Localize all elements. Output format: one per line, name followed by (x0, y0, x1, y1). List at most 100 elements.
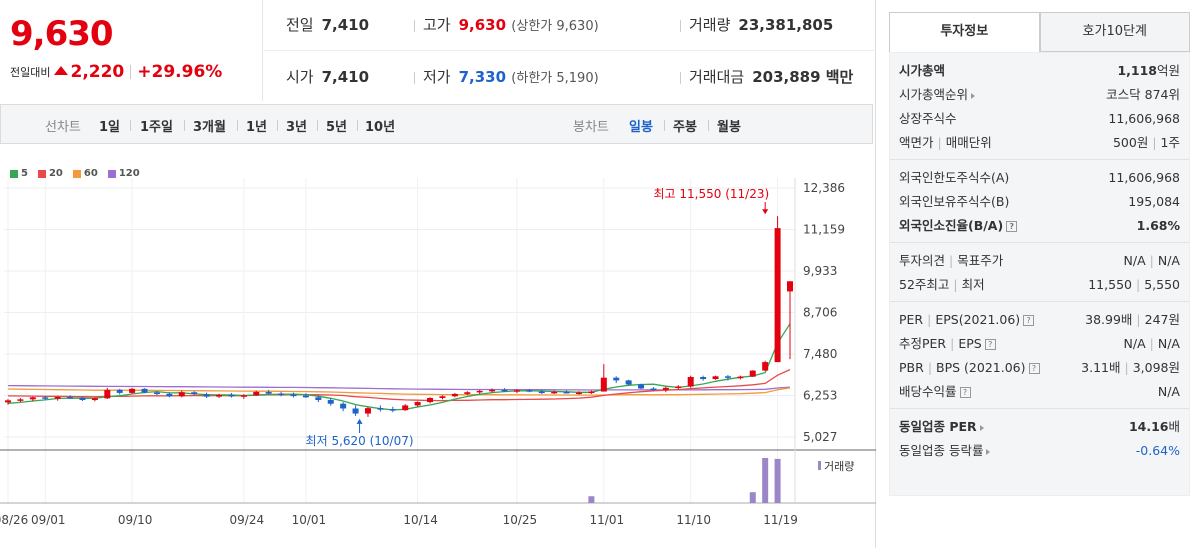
candle-monthly[interactable]: 월봉 (717, 120, 741, 135)
info-key[interactable]: 동일업종 PER (899, 415, 984, 439)
candle-body (377, 408, 384, 410)
help-icon[interactable]: ? (984, 339, 996, 350)
stat-label: 시가 (286, 68, 314, 86)
legend-ma20: 20 (37, 168, 63, 179)
current-price: 9,630 (10, 14, 114, 54)
candle-body (141, 388, 148, 393)
info-key: 추정PER | EPS? (899, 332, 996, 356)
info-value: 14.16배 (1129, 415, 1180, 439)
help-icon[interactable]: ? (1006, 221, 1018, 232)
info-row: 배당수익률? N/A (899, 380, 1180, 404)
divider: | (953, 277, 958, 292)
info-key: 시가총액 (899, 63, 946, 78)
help-icon[interactable]: ? (1028, 363, 1040, 374)
stat-high: 고가 9,630 (상한가 9,630) (414, 14, 599, 35)
divider: | (950, 336, 955, 351)
divider (414, 71, 415, 84)
candle-body (29, 397, 36, 400)
candle-body (700, 377, 707, 380)
period-1w[interactable]: 1주일 (140, 120, 173, 135)
divider: | (927, 312, 932, 327)
candle-weekly[interactable]: 주봉 (673, 120, 697, 135)
candle-body (501, 389, 508, 392)
trade-unit-label: 매매단위 (945, 135, 992, 150)
y-tick-label: 9,933 (803, 264, 837, 278)
candle-body (302, 395, 309, 398)
divider (264, 50, 876, 51)
info-section-sector: 동일업종 PER 14.16배 동일업종 등락률 -0.64% (890, 409, 1189, 467)
divider: | (937, 135, 942, 150)
period-3m[interactable]: 3개월 (193, 120, 226, 135)
candle-body (389, 409, 396, 411)
period-1y[interactable]: 1년 (246, 120, 268, 135)
candle-daily[interactable]: 일봉 (629, 120, 653, 135)
info-value: 1,118억원 (1117, 59, 1180, 83)
period-3y[interactable]: 3년 (286, 120, 308, 135)
period-10y[interactable]: 10년 (365, 120, 396, 135)
period-5y[interactable]: 5년 (326, 120, 348, 135)
info-value: 11,550 | 5,550 (1088, 273, 1180, 297)
ma60-line (7, 387, 791, 396)
est-per-value: N/A (1123, 336, 1146, 351)
chart-toolbar: 선차트 1일 1주일 3개월 1년 3년 5년 10년 봉차트 일봉 주봉 월봉 (0, 104, 873, 144)
w52-low-value: 5,550 (1144, 277, 1180, 292)
candle-body (414, 402, 421, 406)
info-key[interactable]: 동일업종 등락률 (899, 439, 991, 463)
stat-label: 고가 (423, 16, 451, 34)
tab-orderbook[interactable]: 호가10단계 (1039, 12, 1190, 52)
divider: | (1149, 253, 1154, 268)
stat-label: 거래대금 (689, 68, 745, 86)
period-1d[interactable]: 1일 (99, 120, 121, 135)
divider (317, 120, 318, 131)
x-tick-label: 09/10 (118, 513, 153, 527)
volume-bar (762, 458, 769, 503)
y-tick-label: 12,386 (803, 181, 845, 195)
candle-body (489, 389, 496, 392)
candle-body (464, 392, 471, 394)
candle-body (787, 281, 793, 292)
upper-limit: (상한가 9,630) (511, 19, 599, 34)
candle-body (675, 386, 682, 388)
candle-body (166, 393, 173, 397)
legend-ma120: 120 (107, 168, 140, 179)
low-arrow-head (356, 418, 363, 424)
help-icon[interactable]: ? (1023, 315, 1035, 326)
dividend-label: 배당수익률 (899, 384, 957, 399)
stat-label: 저가 (423, 68, 451, 86)
stat-value: 9,630 (458, 16, 507, 34)
stat-value: 203,889 백만 (752, 68, 854, 86)
info-value: 1.68% (1136, 218, 1180, 233)
info-value: 코스닥 874위 (1106, 87, 1180, 102)
candle-body (253, 391, 260, 396)
candle-body (364, 408, 371, 414)
stat-value: 23,381,805 (738, 16, 834, 34)
est-eps-value: N/A (1157, 336, 1180, 351)
info-value: N/A | N/A (1124, 249, 1180, 273)
volume-bar (774, 458, 781, 503)
candle-body (203, 394, 210, 397)
stock-chart[interactable]: 5 20 60 120 12,386 11,159 9,933 8,706 7,480 6… (0, 148, 876, 548)
candle-body (116, 389, 123, 393)
change-percent: +29.96% (137, 62, 223, 82)
info-row: 상장주식수 11,606,968 (899, 107, 1180, 131)
sector-chg-label: 동일업종 등락률 (899, 443, 984, 458)
per-label: PER (899, 312, 924, 327)
info-row: 추정PER | EPS? N/A | N/A (899, 332, 1180, 356)
divider: | (1136, 312, 1141, 327)
candle-body (79, 397, 86, 401)
candle-body (216, 394, 223, 397)
target-label: 목표주가 (957, 253, 1004, 268)
info-row: PER | EPS(2021.06)? 38.99배 | 247원 (899, 308, 1180, 332)
pbr-label: PBR (899, 360, 924, 375)
legend-label: 5 (21, 168, 28, 179)
info-key[interactable]: 시가총액순위 (899, 83, 976, 107)
help-icon[interactable]: ? (959, 387, 971, 398)
info-key: 배당수익률? (899, 380, 971, 404)
market-cap-value: 1,118 (1117, 63, 1157, 78)
x-tick-label: 10/14 (403, 513, 438, 527)
info-tabs: 투자정보 호가10단계 (889, 12, 1190, 52)
candle-body (538, 391, 545, 394)
ma5-line (7, 323, 791, 411)
tab-invest-info[interactable]: 투자정보 (889, 12, 1040, 52)
market-cap-unit: 억원 (1156, 63, 1180, 78)
